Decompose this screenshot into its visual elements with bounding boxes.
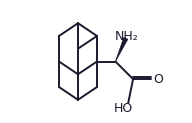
Text: NH₂: NH₂ — [115, 30, 139, 43]
Text: O: O — [153, 73, 163, 86]
Polygon shape — [115, 38, 128, 62]
Text: HO: HO — [114, 102, 133, 115]
